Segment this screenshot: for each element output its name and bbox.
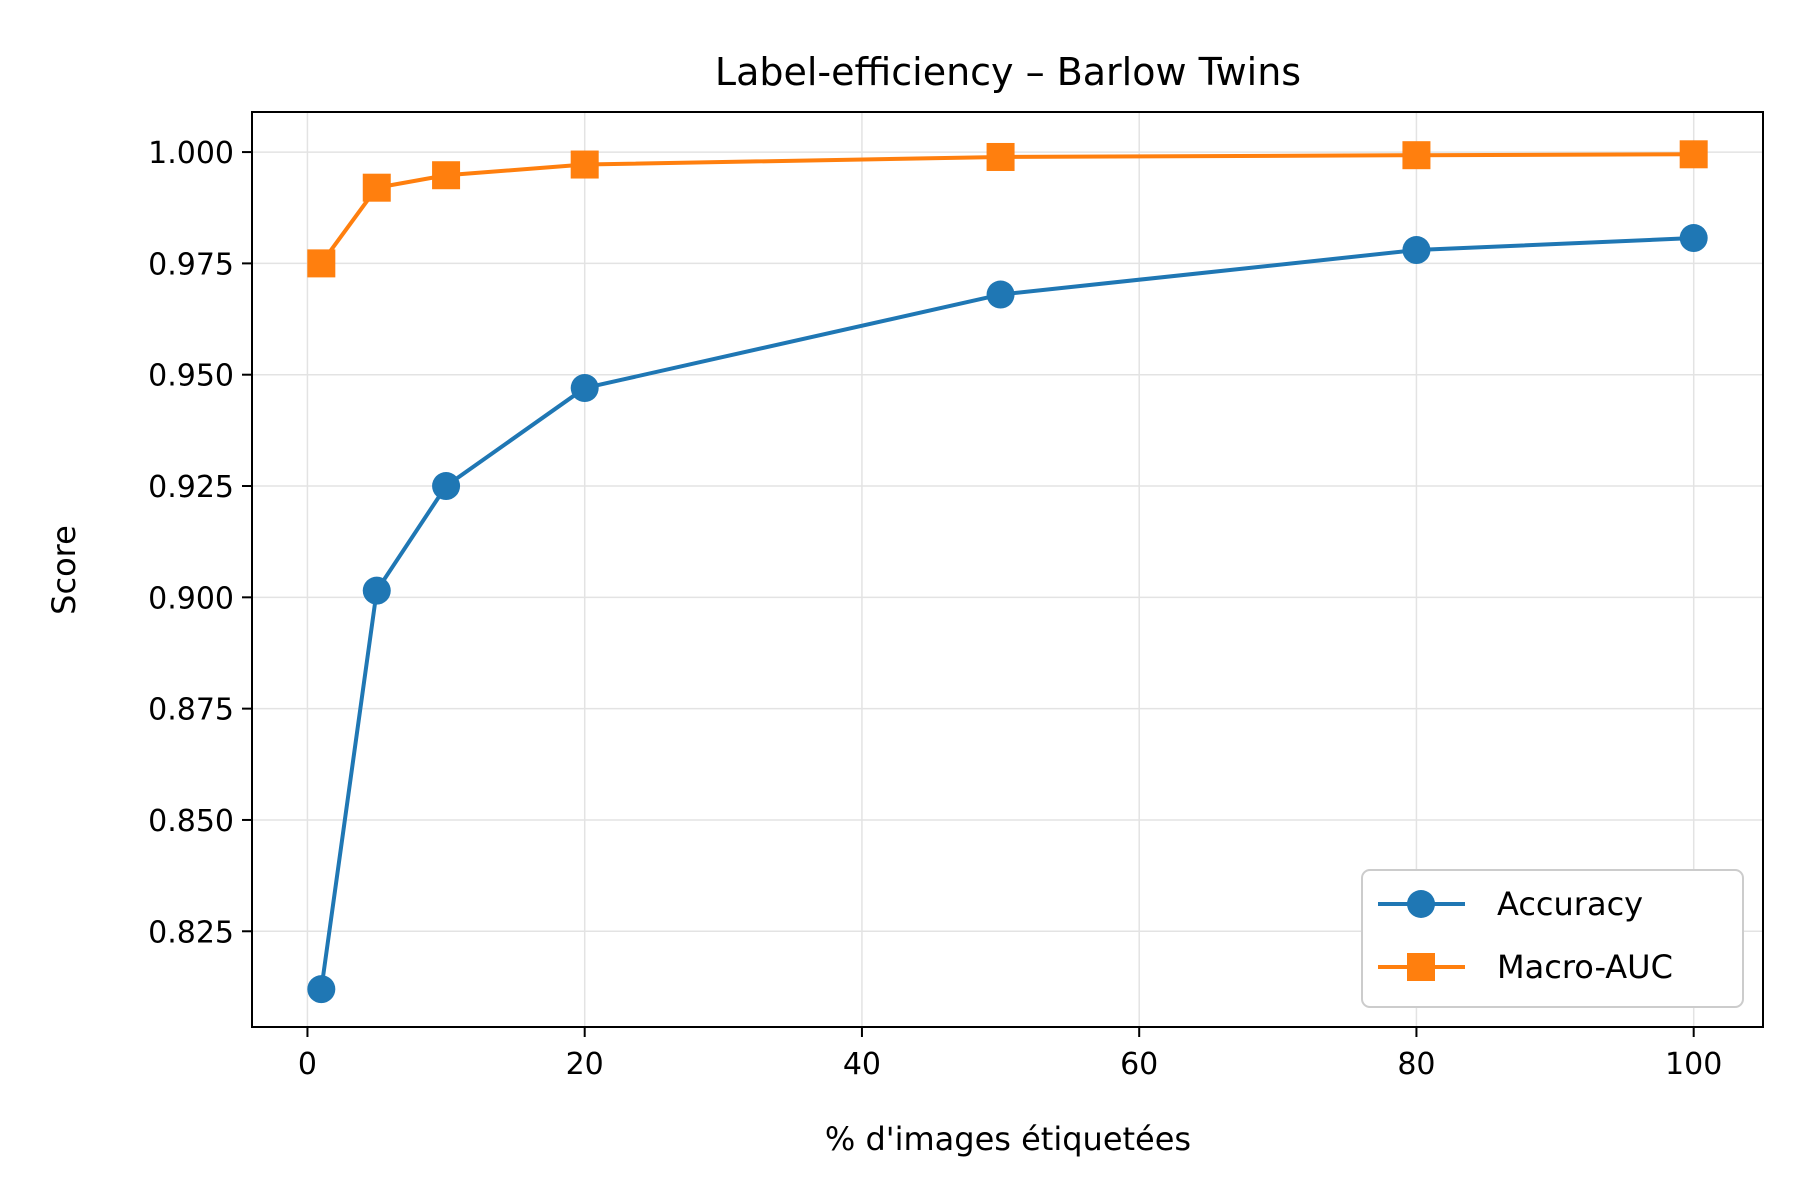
y-tick-label: 0.975 [148, 247, 234, 282]
data-point-accuracy [1679, 224, 1708, 253]
data-point-accuracy [362, 576, 391, 605]
y-axis-label: Score [45, 525, 83, 615]
chart-title: Label-efficiency – Barlow Twins [715, 50, 1301, 94]
y-tick-label: 0.950 [148, 359, 234, 394]
plot-frame [251, 111, 1764, 1028]
data-point-macro-auc [432, 161, 461, 190]
data-point-macro-auc [986, 142, 1015, 171]
y-axis: 0.825 0.850 0.875 0.900 0.925 0.950 0.975 1.000 [148, 136, 252, 950]
legend: Accuracy Macro-AUC [1361, 869, 1744, 1008]
y-tick-label: 0.850 [148, 804, 234, 839]
x-axis: 0 20 40 60 80 100 [298, 1027, 1722, 1082]
data-point-macro-auc [1402, 141, 1431, 170]
data-point-macro-auc [362, 173, 391, 202]
legend-marker-accuracy [1407, 890, 1435, 918]
y-tick-label: 1.000 [148, 136, 234, 171]
data-point-macro-auc [1679, 140, 1708, 169]
y-tick-label: 0.875 [148, 693, 234, 728]
data-point-macro-auc [307, 249, 336, 278]
x-tick-label: 40 [843, 1047, 881, 1082]
legend-marker-macro-auc [1407, 953, 1435, 981]
legend-label-accuracy: Accuracy [1497, 885, 1643, 923]
y-tick-label: 0.925 [148, 470, 234, 505]
x-tick-label: 60 [1120, 1047, 1158, 1082]
x-tick-label: 100 [1665, 1047, 1722, 1082]
data-point-accuracy [570, 374, 599, 403]
legend-label-macro-auc: Macro-AUC [1497, 948, 1673, 986]
x-tick-label: 0 [298, 1047, 317, 1082]
y-tick-label: 0.825 [148, 915, 234, 950]
x-tick-label: 80 [1397, 1047, 1435, 1082]
series-group [307, 140, 1708, 1004]
data-point-accuracy [986, 280, 1015, 309]
data-point-accuracy [432, 472, 461, 501]
series-accuracy [307, 224, 1708, 1004]
data-point-macro-auc [570, 150, 599, 179]
data-point-accuracy [1402, 236, 1431, 265]
y-tick-label: 0.900 [148, 581, 234, 616]
x-tick-label: 20 [566, 1047, 604, 1082]
series-macro-auc [307, 140, 1708, 278]
x-axis-label: % d'images étiquetées [825, 1120, 1191, 1158]
data-point-accuracy [307, 975, 336, 1004]
